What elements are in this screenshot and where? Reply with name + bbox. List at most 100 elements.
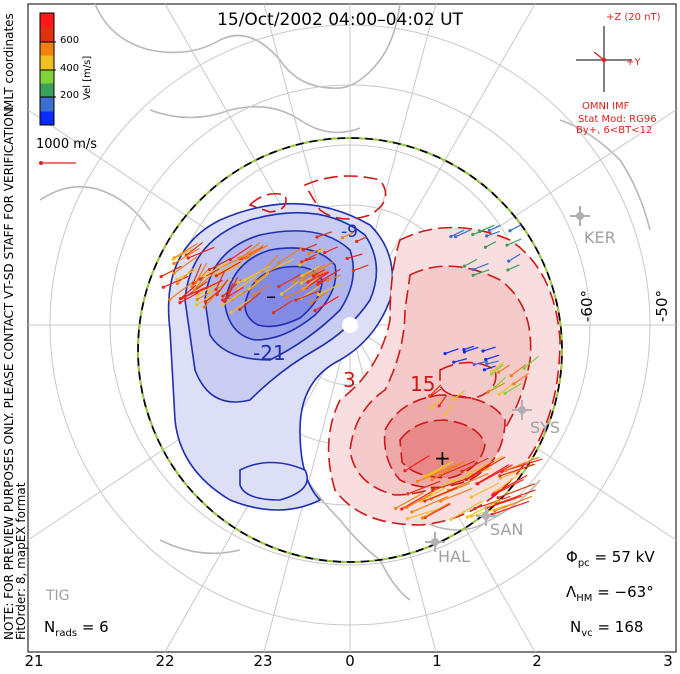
velocity-vector-origin [403,469,407,473]
velocity-vector [356,236,368,243]
velocity-vector [498,382,515,395]
velocity-vector [302,275,321,290]
velocity-vector [424,461,453,477]
velocity-vector-origin [498,476,503,480]
velocity-vector-origin [194,280,198,285]
velocity-vector-origin [309,301,313,305]
scale-title: Vel [m/s] [82,55,93,100]
velocity-vector [301,264,321,277]
velocity-vector-origin [279,292,284,296]
velocity-vector [424,486,458,502]
potential-min-marker: – [266,284,276,308]
velocity-vector [407,480,441,495]
velocity-vector [472,456,506,477]
velocity-vector-origin [439,499,443,503]
velocity-vector-origin [454,235,458,239]
velocity-vector [453,390,465,400]
velocity-vectors [159,224,543,521]
velocity-vector-origin [508,229,512,233]
velocity-vector [477,464,513,485]
velocity-vector [216,263,243,277]
velocity-vector [450,500,484,520]
velocity-vector-origin [406,492,410,496]
color-scale-segment [40,83,54,98]
velocity-vector-origin [159,274,163,279]
imf-model-line1: Stat Mod: RG96 [578,114,657,125]
velocity-vector [314,295,339,312]
velocity-vector [479,224,495,233]
velocity-vector-origin [467,472,471,476]
scale-tick-200: 200 [60,90,80,101]
velocity-vector [438,394,448,407]
velocity-vector [347,253,363,260]
velocity-vector-origin [203,274,207,278]
station-sys: SYS [530,418,561,437]
velocity-vector-origin [340,236,345,240]
velocity-vector-origin [471,232,475,237]
velocity-vector-origin [481,349,485,353]
velocity-vector-origin [252,293,256,297]
velocity-vector [494,376,507,388]
color-scale-segment [40,97,54,112]
velocity-vector-origin [300,278,304,282]
mlt-tick-2: 2 [532,652,542,670]
velocity-vector-origin [497,392,501,396]
velocity-vector-origin [240,255,244,259]
station-hal: HAL [438,547,470,566]
velocity-vector-origin [471,273,475,277]
velocity-vector-origin [449,234,453,239]
velocity-vector-origin [214,287,218,292]
velocity-vector-origin [430,406,434,410]
velocity-vector [273,300,293,314]
velocity-vector-origin [442,413,447,417]
velocity-vector-origin [345,256,349,261]
station-san: SAN [490,520,524,539]
lat-label-50: -50° [653,290,671,322]
velocity-vector [429,384,442,397]
velocity-vector-origin [496,496,500,500]
velocity-vector [216,279,229,295]
velocity-vector [204,261,229,277]
velocity-vector [177,268,194,285]
scale-tick-600: 600 [60,35,80,46]
velocity-vector-origin [462,350,467,354]
velocity-vector [513,372,530,385]
station-markers [425,206,590,552]
velocity-vector-origin [229,310,233,314]
velocity-vector [255,264,278,282]
velocity-vector [179,292,199,304]
velocity-vector-origin [299,281,304,285]
velocity-vector [227,276,239,298]
velocity-vector [308,248,322,255]
imf-y-label: +Y [626,57,641,68]
velocity-vector [497,483,536,499]
velocity-vector [485,241,497,248]
velocity-vector [485,354,500,361]
velocity-vector-origin [196,293,200,297]
velocity-vector-origin [503,391,507,395]
velocity-vector [450,229,465,238]
imf-origin [601,57,607,63]
velocity-vector [395,492,424,509]
imf-source: OMNI IMF [582,101,630,112]
velocity-vector-origin [415,479,420,483]
velocity-vector [430,388,442,397]
velocity-vector [313,269,325,277]
velocity-vector-origin [186,256,190,260]
velocity-vector [314,270,330,277]
velocity-vector-origin [472,362,476,367]
velocity-vector [406,493,432,509]
mlt-tick-22: 22 [155,652,175,670]
velocity-vector [453,358,468,363]
hm-boundary-green [137,137,563,563]
velocity-vector-origin [175,277,179,281]
velocity-vector [504,383,522,394]
velocity-vector-origin [298,263,302,267]
velocity-vector-origin [351,268,356,273]
velocity-vector-origin [465,515,469,519]
velocity-vector [176,268,197,280]
velocity-vector-origin [469,495,473,499]
velocity-vector [470,482,500,498]
velocity-vector-origin [215,293,219,297]
velocity-vector [216,259,243,275]
